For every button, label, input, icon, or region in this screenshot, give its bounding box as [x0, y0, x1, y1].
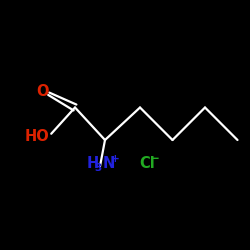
Text: N: N: [102, 156, 115, 171]
Text: 3: 3: [94, 163, 102, 173]
Text: HO: HO: [25, 129, 50, 144]
Text: Cl: Cl: [139, 156, 154, 171]
Text: +: +: [111, 154, 120, 164]
Text: H: H: [86, 156, 99, 171]
Text: −: −: [150, 152, 160, 165]
Text: O: O: [36, 84, 49, 99]
